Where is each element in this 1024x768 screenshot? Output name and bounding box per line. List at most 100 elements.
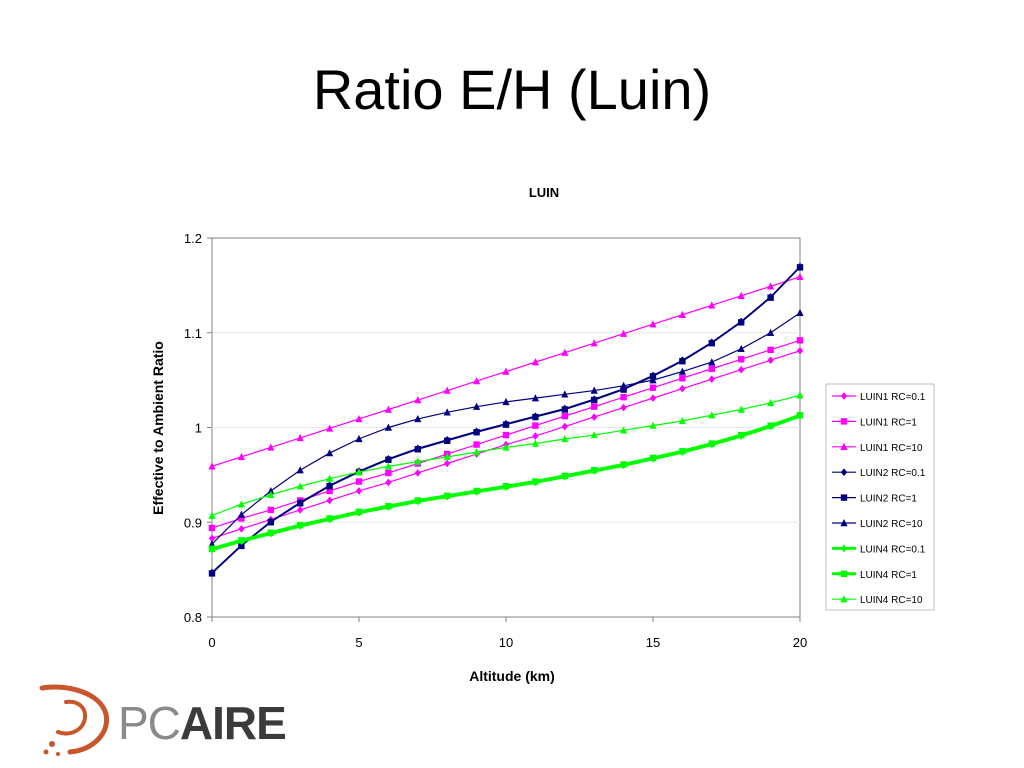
data-point — [384, 423, 392, 431]
data-point — [796, 264, 804, 271]
data-point — [796, 346, 804, 355]
series-luin4-rc-10 — [208, 391, 804, 519]
data-point — [590, 431, 598, 439]
y-tick-label: 1.1 — [184, 326, 202, 341]
data-point — [796, 272, 804, 281]
data-point — [297, 506, 304, 514]
x-axis-label: Altitude (km) — [469, 668, 555, 684]
logo-wordmark: PCAIRE — [118, 700, 287, 746]
data-point — [267, 519, 274, 526]
legend-entry: LUIN2 RC=1 — [832, 494, 917, 505]
data-point — [796, 391, 804, 399]
legend-marker — [840, 544, 848, 553]
legend-label: LUIN4 RC=1 — [860, 570, 917, 581]
data-point — [708, 358, 716, 366]
data-point — [767, 398, 775, 407]
data-point — [678, 367, 686, 375]
legend-label: LUIN4 RC=0.1 — [860, 544, 926, 555]
x-tick-label: 0 — [208, 635, 215, 650]
data-point — [708, 375, 715, 383]
data-point — [708, 339, 715, 347]
data-point — [796, 337, 804, 344]
legend-entry: LUIN4 RC=1 — [832, 570, 917, 581]
legend-label: LUIN2 RC=10 — [860, 519, 923, 530]
data-point — [355, 434, 363, 443]
data-point — [679, 375, 686, 382]
data-point — [532, 413, 539, 421]
data-point — [443, 386, 451, 394]
legend-marker — [840, 468, 848, 476]
data-point — [444, 437, 451, 444]
data-point — [296, 482, 304, 490]
data-point — [738, 356, 745, 363]
legend-marker — [840, 519, 848, 527]
data-point — [296, 466, 304, 474]
data-point — [649, 394, 657, 402]
data-point — [620, 426, 628, 434]
legend-label: LUIN1 RC=0.1 — [860, 392, 926, 403]
data-point — [561, 406, 568, 413]
data-point — [414, 457, 422, 465]
series-luin4-rc-1 — [208, 411, 804, 552]
legend-label: LUIN4 RC=10 — [860, 595, 923, 606]
data-point — [561, 422, 568, 431]
data-point — [678, 310, 686, 318]
series-luin2-rc-1 — [208, 264, 804, 577]
data-point — [326, 496, 333, 505]
data-point — [414, 469, 421, 477]
data-point — [473, 448, 481, 456]
legend-entry: LUIN4 RC=0.1 — [832, 544, 926, 555]
data-point — [767, 422, 774, 429]
data-point — [708, 440, 715, 447]
data-point — [620, 403, 627, 412]
legend-label: LUIN2 RC=1 — [860, 494, 917, 505]
series-luin1-rc-10 — [208, 272, 804, 470]
data-point — [738, 431, 745, 439]
data-point — [385, 478, 392, 487]
data-point — [267, 529, 274, 536]
data-point — [414, 446, 421, 453]
data-point — [444, 459, 451, 468]
data-point — [208, 511, 216, 519]
data-point — [620, 393, 627, 401]
pcaire-logo-icon — [39, 684, 110, 756]
series-luin2-rc-10 — [208, 308, 804, 548]
data-point — [443, 452, 451, 461]
data-point — [238, 537, 245, 544]
data-point — [591, 403, 598, 410]
y-tick-label: 1 — [195, 421, 202, 436]
data-point — [679, 447, 686, 455]
data-point — [767, 356, 774, 365]
data-point — [679, 357, 686, 365]
data-point — [502, 431, 510, 439]
data-point — [649, 320, 657, 328]
data-point — [737, 344, 745, 353]
legend-entry: LUIN1 RC=0.1 — [832, 392, 926, 403]
legend-entry: LUIN1 RC=1 — [832, 417, 917, 428]
y-tick-label: 0.8 — [184, 610, 202, 625]
legend-label: LUIN1 RC=1 — [860, 417, 917, 428]
data-point — [208, 540, 216, 548]
data-point — [561, 434, 569, 443]
data-point — [326, 474, 334, 482]
data-point — [326, 483, 333, 490]
data-point — [502, 483, 510, 490]
data-point — [561, 348, 569, 356]
legend-marker — [840, 442, 848, 450]
legend-label: LUIN1 RC=10 — [860, 443, 923, 454]
x-tick-label: 10 — [499, 635, 513, 650]
data-point — [767, 328, 775, 336]
data-point — [326, 449, 334, 457]
legend-marker — [840, 418, 848, 425]
data-point — [208, 462, 216, 470]
data-point — [620, 381, 628, 390]
data-point — [502, 421, 510, 428]
legend-entry: LUIN2 RC=10 — [832, 519, 923, 530]
data-point — [590, 339, 598, 347]
data-point — [649, 454, 657, 462]
data-point — [296, 433, 304, 442]
data-point — [502, 397, 510, 406]
data-point — [444, 492, 451, 499]
data-point — [473, 402, 481, 410]
legend-label: LUIN2 RC=0.1 — [860, 468, 926, 479]
